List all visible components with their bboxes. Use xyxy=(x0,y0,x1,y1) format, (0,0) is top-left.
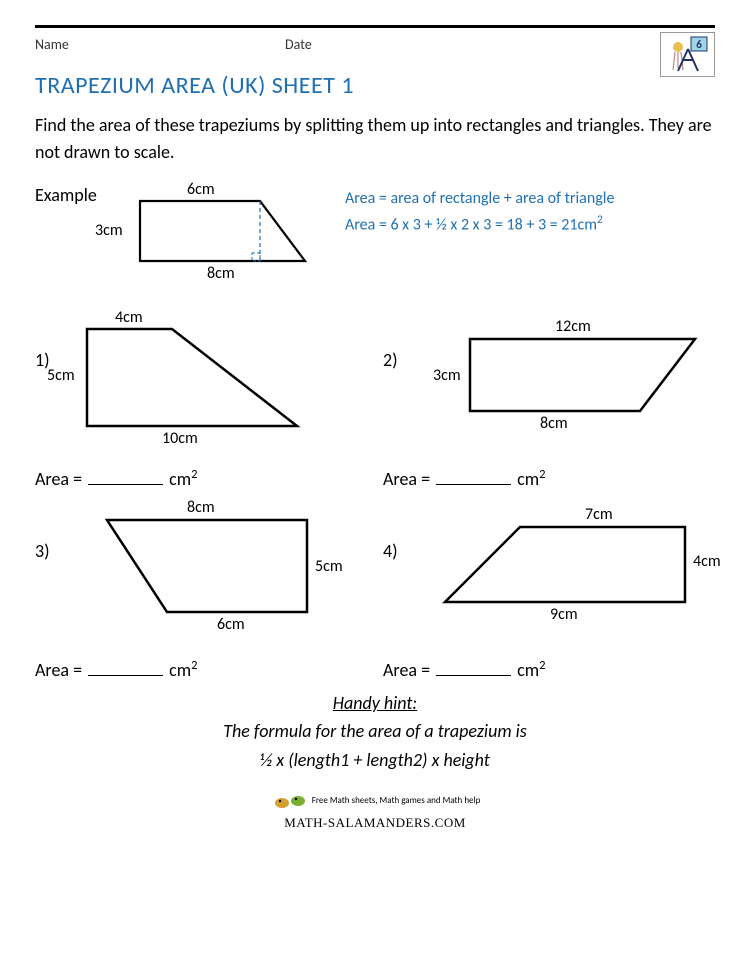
problem-number: 4) xyxy=(383,540,398,562)
dim-top: 12cm xyxy=(555,317,591,336)
dim-left: 3cm xyxy=(433,366,461,385)
dim-bottom: 8cm xyxy=(540,414,568,433)
area-answer-line: Area =cm2 xyxy=(383,465,715,490)
dim-right: 5cm xyxy=(315,557,343,576)
trapezium-shape-1: 4cm 5cm 10cm xyxy=(67,311,363,461)
dim-top: 8cm xyxy=(187,498,215,517)
area-answer-line: Area =cm2 xyxy=(35,465,363,490)
footer-site: MATH-SALAMANDERS.COM xyxy=(284,815,466,830)
header-bar: Name Date xyxy=(35,25,715,53)
dim-bottom: 9cm xyxy=(550,605,578,624)
example-solution: Area = area of rectangle + area of trian… xyxy=(345,186,614,286)
hint-line1: The formula for the area of a trapezium … xyxy=(35,717,715,746)
trapezium-shape-4: 7cm 4cm 9cm xyxy=(415,502,715,652)
solution-line1: Area = area of rectangle + area of trian… xyxy=(345,186,614,212)
trapezium-shape-3: 8cm 5cm 6cm xyxy=(67,502,363,652)
example-label: Example xyxy=(35,184,97,206)
example-dim-left: 3cm xyxy=(95,221,123,240)
area-answer-line: Area =cm2 xyxy=(35,656,363,681)
example-block: Example 6cm 3cm 8cm Area = area of recta… xyxy=(35,184,715,286)
answer-blank[interactable] xyxy=(88,465,163,485)
problems-grid: 1) 4cm 5cm 10cm Area =cm2 2) 12cm 3cm 8c… xyxy=(35,311,715,681)
problem-number: 2) xyxy=(383,349,398,371)
hint-line2: ½ x (length1 + length2) x height xyxy=(35,746,715,775)
dim-bottom: 10cm xyxy=(162,429,198,448)
problem-3: 3) 8cm 5cm 6cm Area =cm2 xyxy=(35,502,363,681)
instructions-text: Find the area of these trapeziums by spl… xyxy=(35,112,715,166)
trapezium-shape-2: 12cm 3cm 8cm xyxy=(415,311,715,461)
worksheet-title: TRAPEZIUM AREA (UK) SHEET 1 xyxy=(35,71,715,100)
dim-left: 5cm xyxy=(47,366,75,385)
answer-blank[interactable] xyxy=(436,656,511,676)
grade-badge: 6 xyxy=(660,32,715,77)
dim-top: 7cm xyxy=(585,505,613,524)
hint-title: Handy hint: xyxy=(35,689,715,718)
name-label: Name xyxy=(35,36,285,53)
problem-2: 2) 12cm 3cm 8cm Area =cm2 xyxy=(383,311,715,490)
area-answer-line: Area =cm2 xyxy=(383,656,715,681)
problem-4: 4) 7cm 4cm 9cm Area =cm2 xyxy=(383,502,715,681)
date-label: Date xyxy=(285,36,715,53)
dim-bottom: 6cm xyxy=(217,615,245,634)
problem-number: 3) xyxy=(35,540,50,562)
salamander-icon xyxy=(270,787,310,815)
answer-blank[interactable] xyxy=(88,656,163,676)
handy-hint: Handy hint: The formula for the area of … xyxy=(35,689,715,775)
answer-blank[interactable] xyxy=(436,465,511,485)
solution-line2: Area = 6 x 3 + ½ x 2 x 3 = 18 + 3 = 21cm… xyxy=(345,212,614,238)
dim-top: 4cm xyxy=(115,308,143,327)
example-dim-top: 6cm xyxy=(187,180,215,199)
footer-tagline: Free Math sheets, Math games and Math he… xyxy=(312,795,481,806)
footer: Free Math sheets, Math games and Math he… xyxy=(35,787,715,831)
problem-1: 1) 4cm 5cm 10cm Area =cm2 xyxy=(35,311,363,490)
dim-right: 4cm xyxy=(693,552,721,571)
example-dim-bottom: 8cm xyxy=(207,264,235,283)
grade-number: 6 xyxy=(696,38,702,51)
example-shape: 6cm 3cm 8cm xyxy=(125,186,325,286)
